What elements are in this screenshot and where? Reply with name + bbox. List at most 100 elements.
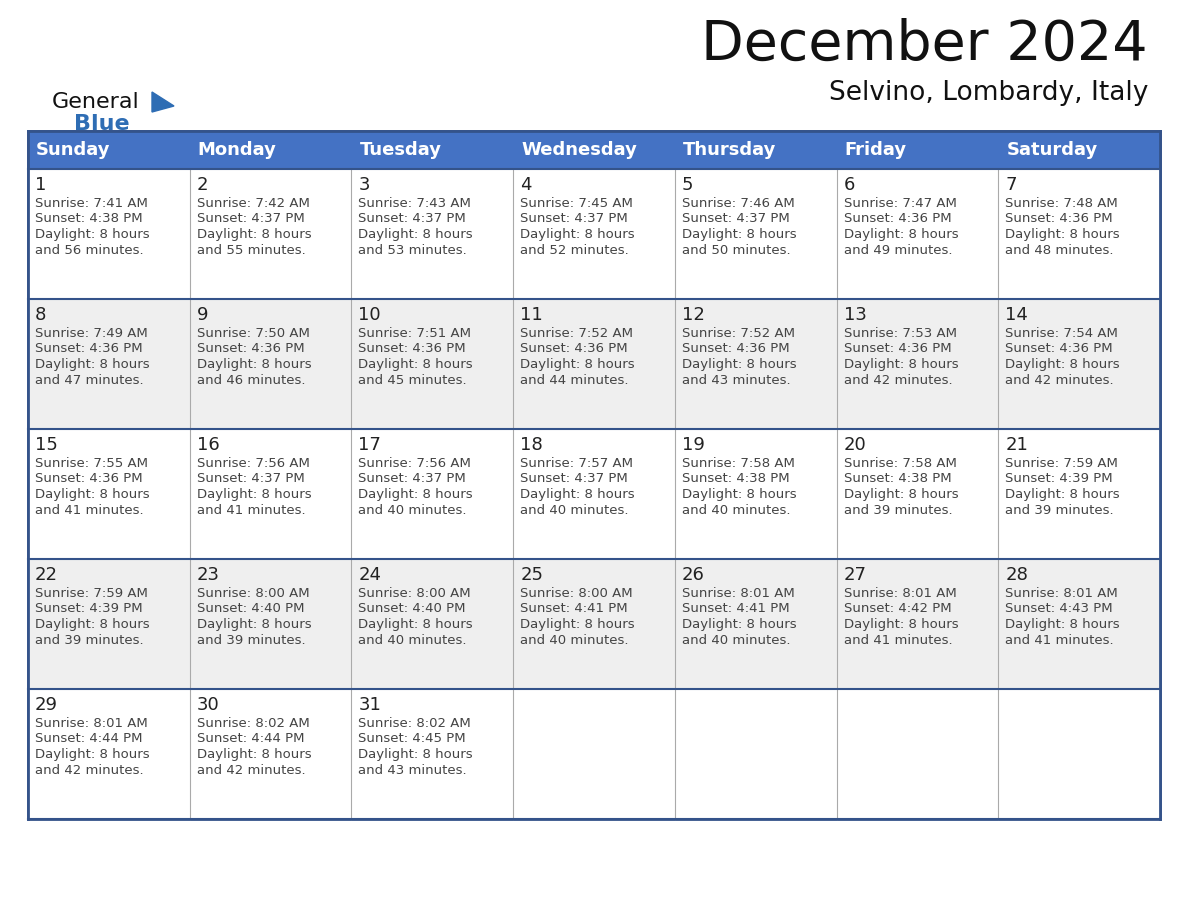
Bar (29, 131, 1159, 819)
Text: 29: 29 (34, 696, 58, 714)
Text: Sunrise: 8:02 AM: Sunrise: 8:02 AM (359, 717, 472, 730)
Text: Sunday: Sunday (36, 141, 110, 159)
Text: Sunset: 4:36 PM: Sunset: 4:36 PM (1005, 212, 1113, 226)
Text: Daylight: 8 hours: Daylight: 8 hours (197, 488, 311, 501)
Text: Daylight: 8 hours: Daylight: 8 hours (1005, 618, 1120, 631)
Text: 6: 6 (843, 176, 855, 194)
Text: 9: 9 (197, 306, 208, 324)
Text: Sunrise: 7:51 AM: Sunrise: 7:51 AM (359, 327, 472, 340)
Text: and 41 minutes.: and 41 minutes. (197, 503, 305, 517)
Text: 25: 25 (520, 566, 543, 584)
Text: 19: 19 (682, 436, 704, 454)
Text: 26: 26 (682, 566, 704, 584)
Text: and 53 minutes.: and 53 minutes. (359, 243, 467, 256)
Text: Sunrise: 8:02 AM: Sunrise: 8:02 AM (197, 717, 309, 730)
Text: Daylight: 8 hours: Daylight: 8 hours (843, 488, 959, 501)
Text: Sunrise: 7:56 AM: Sunrise: 7:56 AM (359, 457, 472, 470)
Text: Sunrise: 7:42 AM: Sunrise: 7:42 AM (197, 197, 310, 210)
Text: and 43 minutes.: and 43 minutes. (359, 764, 467, 777)
Text: 28: 28 (1005, 566, 1028, 584)
Bar (29, 689, 1159, 819)
Text: and 42 minutes.: and 42 minutes. (843, 374, 953, 386)
Text: Sunset: 4:42 PM: Sunset: 4:42 PM (843, 602, 952, 615)
Text: Daylight: 8 hours: Daylight: 8 hours (197, 358, 311, 371)
Text: Thursday: Thursday (683, 141, 776, 159)
Text: Sunrise: 7:54 AM: Sunrise: 7:54 AM (1005, 327, 1118, 340)
Text: Sunset: 4:45 PM: Sunset: 4:45 PM (359, 733, 466, 745)
Text: 1: 1 (34, 176, 46, 194)
Text: Sunset: 4:38 PM: Sunset: 4:38 PM (682, 473, 790, 486)
Text: Sunset: 4:41 PM: Sunset: 4:41 PM (682, 602, 790, 615)
Text: 20: 20 (843, 436, 866, 454)
Text: Sunset: 4:37 PM: Sunset: 4:37 PM (197, 212, 304, 226)
Text: 7: 7 (1005, 176, 1017, 194)
Text: and 39 minutes.: and 39 minutes. (1005, 503, 1114, 517)
Text: Daylight: 8 hours: Daylight: 8 hours (520, 618, 634, 631)
Text: Daylight: 8 hours: Daylight: 8 hours (1005, 488, 1120, 501)
Text: Sunrise: 8:01 AM: Sunrise: 8:01 AM (34, 717, 147, 730)
Text: Selvino, Lombardy, Italy: Selvino, Lombardy, Italy (828, 80, 1148, 106)
Text: Sunrise: 8:00 AM: Sunrise: 8:00 AM (359, 587, 472, 600)
Text: Daylight: 8 hours: Daylight: 8 hours (1005, 358, 1120, 371)
Text: Sunrise: 7:55 AM: Sunrise: 7:55 AM (34, 457, 148, 470)
Text: and 42 minutes.: and 42 minutes. (1005, 374, 1114, 386)
Text: Daylight: 8 hours: Daylight: 8 hours (520, 488, 634, 501)
Text: 22: 22 (34, 566, 58, 584)
Text: Sunset: 4:37 PM: Sunset: 4:37 PM (682, 212, 790, 226)
Text: Sunset: 4:37 PM: Sunset: 4:37 PM (359, 473, 466, 486)
Text: Sunrise: 7:58 AM: Sunrise: 7:58 AM (843, 457, 956, 470)
Text: Friday: Friday (845, 141, 906, 159)
Text: Saturday: Saturday (1006, 141, 1098, 159)
Text: 21: 21 (1005, 436, 1028, 454)
Text: Sunrise: 7:59 AM: Sunrise: 7:59 AM (34, 587, 147, 600)
Text: Daylight: 8 hours: Daylight: 8 hours (197, 618, 311, 631)
Text: and 44 minutes.: and 44 minutes. (520, 374, 628, 386)
Text: Daylight: 8 hours: Daylight: 8 hours (34, 748, 150, 761)
Text: Blue: Blue (74, 114, 129, 134)
Text: and 41 minutes.: and 41 minutes. (34, 503, 144, 517)
Text: Sunset: 4:36 PM: Sunset: 4:36 PM (34, 473, 143, 486)
Text: Daylight: 8 hours: Daylight: 8 hours (843, 228, 959, 241)
Text: Daylight: 8 hours: Daylight: 8 hours (359, 228, 473, 241)
Text: 18: 18 (520, 436, 543, 454)
Bar (29, 299, 1159, 429)
Text: 15: 15 (34, 436, 58, 454)
Text: Sunrise: 7:59 AM: Sunrise: 7:59 AM (1005, 457, 1118, 470)
Text: Daylight: 8 hours: Daylight: 8 hours (34, 358, 150, 371)
Text: 3: 3 (359, 176, 369, 194)
Text: Sunset: 4:40 PM: Sunset: 4:40 PM (197, 602, 304, 615)
Text: Wednesday: Wednesday (522, 141, 637, 159)
Text: Sunset: 4:44 PM: Sunset: 4:44 PM (34, 733, 143, 745)
Text: Sunrise: 7:47 AM: Sunrise: 7:47 AM (843, 197, 956, 210)
Text: Sunset: 4:37 PM: Sunset: 4:37 PM (359, 212, 466, 226)
Text: Monday: Monday (197, 141, 277, 159)
Bar (29, 169, 1159, 299)
Text: Daylight: 8 hours: Daylight: 8 hours (197, 228, 311, 241)
Text: Sunrise: 8:01 AM: Sunrise: 8:01 AM (682, 587, 795, 600)
Text: Daylight: 8 hours: Daylight: 8 hours (34, 488, 150, 501)
Text: Daylight: 8 hours: Daylight: 8 hours (843, 358, 959, 371)
Text: Daylight: 8 hours: Daylight: 8 hours (359, 618, 473, 631)
Text: and 45 minutes.: and 45 minutes. (359, 374, 467, 386)
Text: and 48 minutes.: and 48 minutes. (1005, 243, 1114, 256)
Text: Sunset: 4:36 PM: Sunset: 4:36 PM (520, 342, 627, 355)
Text: 27: 27 (843, 566, 866, 584)
Text: and 42 minutes.: and 42 minutes. (34, 764, 144, 777)
Text: Daylight: 8 hours: Daylight: 8 hours (359, 488, 473, 501)
Text: 11: 11 (520, 306, 543, 324)
Bar (29, 559, 1159, 689)
Text: Sunrise: 7:52 AM: Sunrise: 7:52 AM (682, 327, 795, 340)
Text: and 42 minutes.: and 42 minutes. (197, 764, 305, 777)
Text: December 2024: December 2024 (701, 18, 1148, 72)
Text: and 39 minutes.: and 39 minutes. (197, 633, 305, 646)
Text: Daylight: 8 hours: Daylight: 8 hours (520, 228, 634, 241)
Text: Daylight: 8 hours: Daylight: 8 hours (682, 358, 796, 371)
Text: and 39 minutes.: and 39 minutes. (843, 503, 953, 517)
Text: Sunset: 4:36 PM: Sunset: 4:36 PM (1005, 342, 1113, 355)
Text: and 40 minutes.: and 40 minutes. (359, 633, 467, 646)
Text: Daylight: 8 hours: Daylight: 8 hours (1005, 228, 1120, 241)
Bar (29, 429, 1159, 559)
Text: Sunset: 4:36 PM: Sunset: 4:36 PM (359, 342, 466, 355)
Text: Sunset: 4:36 PM: Sunset: 4:36 PM (843, 342, 952, 355)
Text: 10: 10 (359, 306, 381, 324)
